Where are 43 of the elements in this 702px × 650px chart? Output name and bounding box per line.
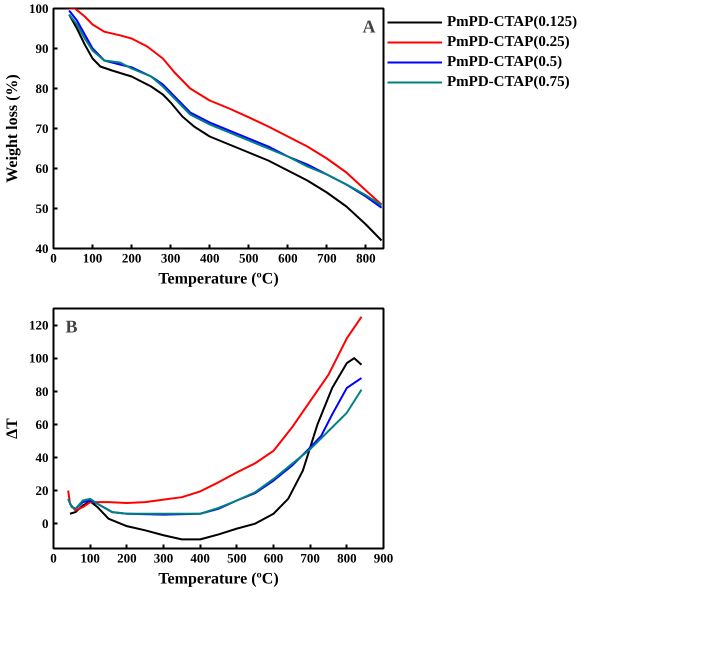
x-axis-title: Temperature (ºC) (158, 570, 279, 588)
y-axis-title: ΔT (4, 418, 21, 439)
y-tick-label: 50 (36, 201, 48, 216)
x-tick-label: 300 (160, 250, 180, 266)
y-tick-label: 80 (36, 384, 48, 399)
x-tick-label: 100 (82, 250, 102, 266)
x-axis-title: Temperature (ºC) (158, 270, 279, 288)
y-tick-label: 60 (36, 416, 48, 432)
x-tick-label: 300 (154, 550, 174, 566)
x-tick-label: 700 (300, 550, 320, 566)
x-tick-label: 400 (190, 550, 210, 566)
line-series (69, 357, 362, 540)
y-tick-label: 40 (36, 450, 48, 465)
y-tick-label: 60 (36, 161, 48, 176)
legend-label: PmPD-CTAP(0.75) (447, 73, 570, 91)
x-tick-label: 100 (80, 550, 100, 566)
x-tick-label: 700 (317, 250, 337, 266)
y-tick-label: 90 (36, 41, 48, 56)
x-tick-label: 400 (200, 250, 220, 266)
y-tick-label: 80 (36, 81, 48, 96)
x-tick-label: 800 (337, 550, 357, 566)
y-axis-title: Weight loss (%) (4, 74, 21, 183)
y-tick-label: 70 (36, 121, 48, 136)
line-series (67, 316, 362, 512)
y-tick-label: 20 (36, 483, 48, 498)
annotation: B (66, 316, 78, 336)
x-tick-label: 800 (356, 250, 376, 266)
legend-label: PmPD-CTAP(0.25) (447, 33, 570, 51)
y-tick-label: 100 (29, 1, 48, 16)
y-tick-label: 100 (29, 350, 48, 366)
y-tick-label: 40 (36, 241, 48, 256)
annotation: A (362, 16, 376, 36)
x-tick-label: 600 (278, 250, 298, 266)
y-tick-label: 120 (29, 318, 48, 333)
legend-label: PmPD-CTAP(0.125) (447, 13, 578, 31)
x-tick-label: 600 (264, 550, 284, 566)
legend-label: PmPD-CTAP(0.5) (447, 53, 562, 71)
y-tick-label: 0 (42, 516, 48, 532)
x-tick-label: 200 (122, 250, 142, 266)
x-tick-label: 500 (239, 250, 259, 266)
x-tick-label: 500 (227, 550, 247, 566)
x-tick-label: 200 (117, 550, 137, 566)
x-tick-label: 900 (374, 550, 394, 566)
